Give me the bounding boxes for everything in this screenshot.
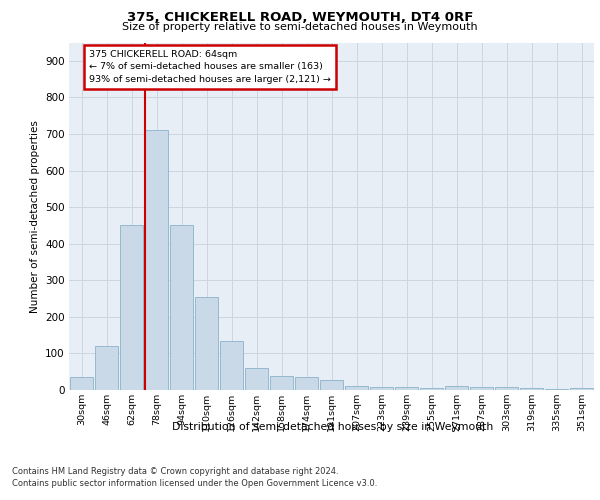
- Bar: [145, 130, 168, 390]
- Bar: [70, 377, 93, 390]
- Bar: [170, 226, 193, 390]
- Bar: [420, 388, 443, 390]
- Text: Contains public sector information licensed under the Open Government Licence v3: Contains public sector information licen…: [12, 479, 377, 488]
- Bar: [470, 387, 493, 390]
- Bar: [395, 387, 418, 390]
- Bar: [320, 380, 343, 390]
- Bar: [195, 296, 218, 390]
- Text: Distribution of semi-detached houses by size in Weymouth: Distribution of semi-detached houses by …: [172, 422, 494, 432]
- Bar: [520, 388, 543, 390]
- Bar: [495, 387, 518, 390]
- Y-axis label: Number of semi-detached properties: Number of semi-detached properties: [29, 120, 40, 312]
- Bar: [570, 388, 593, 390]
- Text: 375 CHICKERELL ROAD: 64sqm
← 7% of semi-detached houses are smaller (163)
93% of: 375 CHICKERELL ROAD: 64sqm ← 7% of semi-…: [89, 50, 331, 84]
- Bar: [120, 226, 143, 390]
- Text: Contains HM Land Registry data © Crown copyright and database right 2024.: Contains HM Land Registry data © Crown c…: [12, 468, 338, 476]
- Text: Size of property relative to semi-detached houses in Weymouth: Size of property relative to semi-detach…: [122, 22, 478, 32]
- Bar: [270, 376, 293, 390]
- Bar: [295, 377, 318, 390]
- Bar: [345, 386, 368, 390]
- Bar: [220, 340, 243, 390]
- Text: 375, CHICKERELL ROAD, WEYMOUTH, DT4 0RF: 375, CHICKERELL ROAD, WEYMOUTH, DT4 0RF: [127, 11, 473, 24]
- Bar: [445, 386, 468, 390]
- Bar: [545, 389, 568, 390]
- Bar: [95, 346, 118, 390]
- Bar: [245, 368, 268, 390]
- Bar: [370, 387, 393, 390]
